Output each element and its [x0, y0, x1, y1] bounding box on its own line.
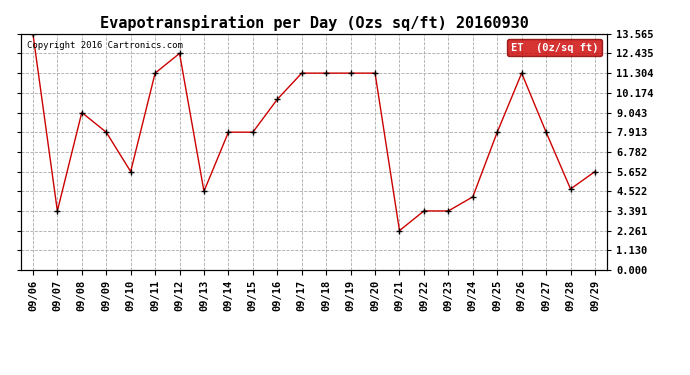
Legend: ET  (0z/sq ft): ET (0z/sq ft) [507, 39, 602, 56]
Title: Evapotranspiration per Day (Ozs sq/ft) 20160930: Evapotranspiration per Day (Ozs sq/ft) 2… [99, 15, 529, 31]
Text: Copyright 2016 Cartronics.com: Copyright 2016 Cartronics.com [26, 41, 182, 50]
